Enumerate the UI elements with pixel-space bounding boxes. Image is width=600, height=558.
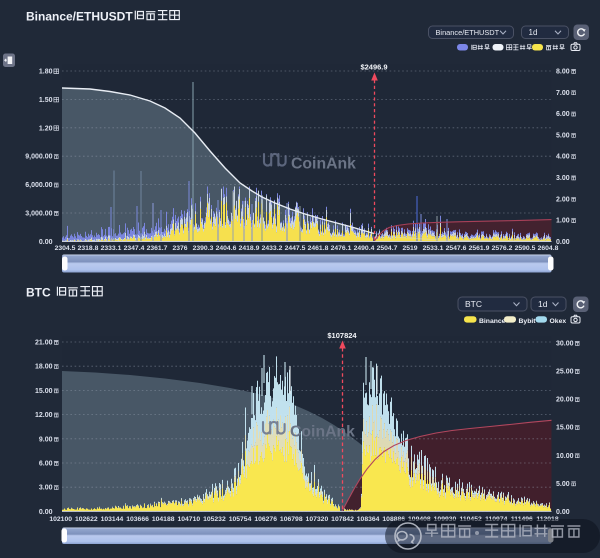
svg-text:9.00: 9.00 bbox=[39, 436, 53, 443]
svg-text:2433.2: 2433.2 bbox=[262, 245, 283, 252]
svg-text:106276: 106276 bbox=[254, 516, 277, 523]
svg-text:Binance/ETHUSDT: Binance/ETHUSDT bbox=[26, 10, 133, 24]
svg-text:2304.5: 2304.5 bbox=[55, 245, 76, 252]
svg-text:6,000.00: 6,000.00 bbox=[25, 182, 52, 189]
svg-text:102100: 102100 bbox=[49, 516, 72, 523]
svg-text:2447.5: 2447.5 bbox=[285, 245, 306, 252]
svg-text:CoinAnk: CoinAnk bbox=[291, 156, 356, 173]
svg-text:3,000.00: 3,000.00 bbox=[25, 211, 52, 218]
svg-text:6.00: 6.00 bbox=[39, 461, 53, 468]
svg-text:15.00: 15.00 bbox=[556, 425, 574, 432]
svg-text:15.00: 15.00 bbox=[35, 388, 53, 395]
svg-text:0.00: 0.00 bbox=[556, 239, 570, 246]
svg-text:106798: 106798 bbox=[280, 516, 303, 523]
svg-text:5.00: 5.00 bbox=[556, 132, 570, 139]
svg-text:2333.1: 2333.1 bbox=[101, 245, 122, 252]
svg-text:107842: 107842 bbox=[331, 516, 354, 523]
svg-text:BTC: BTC bbox=[26, 286, 51, 300]
svg-text:2390.3: 2390.3 bbox=[193, 245, 214, 252]
svg-text:104710: 104710 bbox=[177, 516, 200, 523]
svg-text:1d: 1d bbox=[529, 28, 538, 37]
svg-text:2504.7: 2504.7 bbox=[377, 245, 398, 252]
svg-text:1.50: 1.50 bbox=[39, 97, 53, 104]
svg-text:2461.8: 2461.8 bbox=[308, 245, 329, 252]
svg-text:0.00: 0.00 bbox=[39, 509, 53, 516]
svg-text:3.00: 3.00 bbox=[39, 485, 53, 492]
svg-text:103666: 103666 bbox=[126, 516, 149, 523]
svg-text:0.00: 0.00 bbox=[39, 239, 53, 246]
svg-text:1.80: 1.80 bbox=[39, 69, 53, 76]
svg-text:7.00: 7.00 bbox=[556, 90, 570, 97]
svg-text:104188: 104188 bbox=[152, 516, 175, 523]
svg-text:10.00: 10.00 bbox=[556, 453, 574, 460]
svg-text:30.00: 30.00 bbox=[556, 341, 574, 348]
svg-text:Bybit: Bybit bbox=[519, 318, 537, 325]
svg-text:2347.4: 2347.4 bbox=[124, 245, 145, 252]
svg-text:1d: 1d bbox=[538, 299, 548, 309]
svg-text:2490.4: 2490.4 bbox=[354, 245, 375, 252]
svg-text:108886: 108886 bbox=[382, 516, 405, 523]
svg-text:2576.2: 2576.2 bbox=[492, 245, 513, 252]
svg-text:9,000.00: 9,000.00 bbox=[25, 154, 52, 161]
svg-text:105232: 105232 bbox=[203, 516, 226, 523]
svg-text:CoinAnk: CoinAnk bbox=[290, 424, 355, 441]
svg-text:2604.8: 2604.8 bbox=[538, 245, 559, 252]
svg-text:$107824: $107824 bbox=[327, 331, 357, 340]
svg-text:2561.9: 2561.9 bbox=[469, 245, 490, 252]
svg-text:108364: 108364 bbox=[357, 516, 380, 523]
svg-text:2476.1: 2476.1 bbox=[331, 245, 352, 252]
svg-text:20.00: 20.00 bbox=[556, 397, 574, 404]
svg-text:21.00: 21.00 bbox=[35, 340, 53, 347]
svg-text:8.00: 8.00 bbox=[556, 69, 570, 76]
svg-text:2376: 2376 bbox=[172, 245, 187, 252]
svg-text:6.00: 6.00 bbox=[556, 111, 570, 118]
svg-text:1.20: 1.20 bbox=[39, 125, 53, 132]
svg-text:2547.6: 2547.6 bbox=[446, 245, 467, 252]
svg-text:Binance/ETHUSDT: Binance/ETHUSDT bbox=[436, 28, 500, 37]
svg-text:5.00: 5.00 bbox=[556, 481, 570, 488]
svg-text:3.00: 3.00 bbox=[556, 175, 570, 182]
svg-text:12.00: 12.00 bbox=[35, 412, 53, 419]
svg-text:Okex: Okex bbox=[550, 318, 567, 325]
svg-text:102622: 102622 bbox=[75, 516, 98, 523]
svg-text:105754: 105754 bbox=[229, 516, 252, 523]
svg-text:107320: 107320 bbox=[306, 516, 329, 523]
svg-text:2519: 2519 bbox=[402, 245, 417, 252]
svg-text:$2496.9: $2496.9 bbox=[360, 63, 387, 72]
svg-text:Binance: Binance bbox=[479, 318, 506, 325]
svg-text:2361.7: 2361.7 bbox=[147, 245, 168, 252]
svg-text:2318.8: 2318.8 bbox=[78, 245, 99, 252]
svg-text:103144: 103144 bbox=[101, 516, 124, 523]
svg-text:2533.1: 2533.1 bbox=[423, 245, 444, 252]
svg-text:2.00: 2.00 bbox=[556, 196, 570, 203]
svg-text:1.00: 1.00 bbox=[556, 218, 570, 225]
svg-text:BTC: BTC bbox=[465, 299, 482, 309]
svg-text:2404.6: 2404.6 bbox=[216, 245, 237, 252]
svg-text:2590.5: 2590.5 bbox=[515, 245, 536, 252]
svg-text:25.00: 25.00 bbox=[556, 369, 574, 376]
svg-text:0.00: 0.00 bbox=[556, 509, 570, 516]
svg-text:4.00: 4.00 bbox=[556, 154, 570, 161]
svg-text:18.00: 18.00 bbox=[35, 364, 53, 371]
svg-text:2418.9: 2418.9 bbox=[239, 245, 260, 252]
